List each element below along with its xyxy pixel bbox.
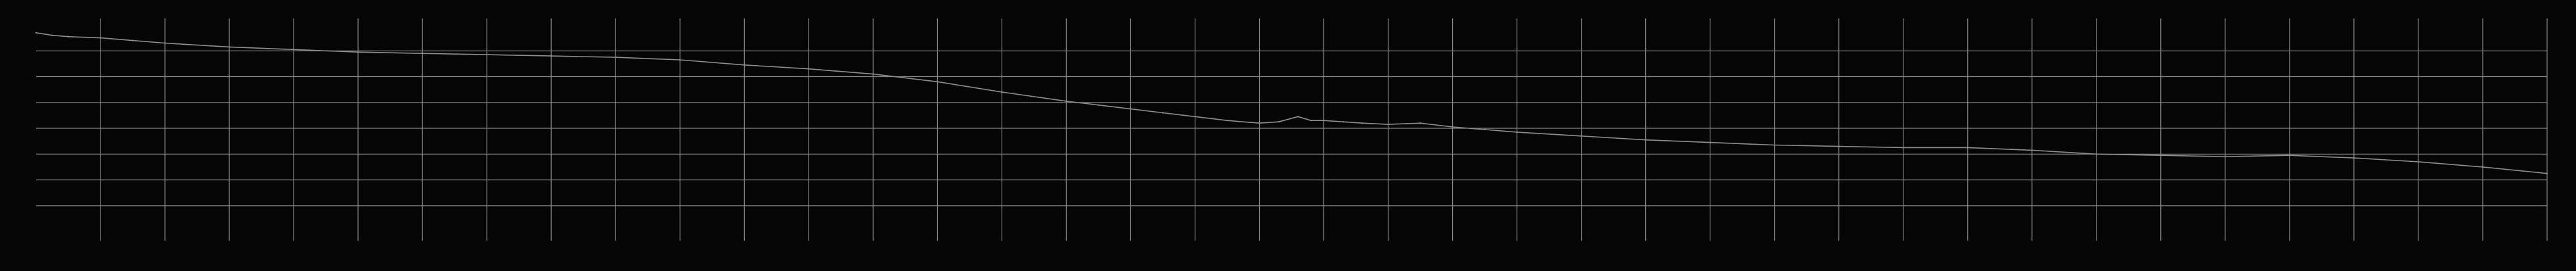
data-point xyxy=(937,81,939,83)
data-point xyxy=(164,42,166,44)
data-point xyxy=(1194,116,1196,118)
data-point xyxy=(1323,120,1325,122)
data-point xyxy=(67,36,70,37)
data-point xyxy=(1645,139,1647,141)
data-point xyxy=(1297,116,1299,118)
data-point xyxy=(1258,122,1260,124)
data-point xyxy=(1001,91,1003,93)
data-point xyxy=(35,32,37,34)
data-point xyxy=(2481,166,2484,168)
data-point xyxy=(2546,172,2548,174)
data-point xyxy=(550,55,552,57)
data-point xyxy=(228,46,231,48)
data-point xyxy=(1362,122,1364,124)
data-point xyxy=(1162,112,1164,114)
data-point xyxy=(1065,100,1067,102)
data-point xyxy=(872,73,874,75)
data-point xyxy=(292,49,295,51)
data-point xyxy=(422,53,424,55)
data-point xyxy=(2288,155,2291,157)
series-layer xyxy=(35,32,2548,174)
data-point xyxy=(2353,157,2355,159)
data-point xyxy=(679,59,681,61)
data-point xyxy=(1342,121,1344,123)
data-point xyxy=(1709,141,1711,143)
data-point xyxy=(2031,149,2033,151)
grid-layer xyxy=(36,18,2548,241)
data-point xyxy=(2160,155,2162,157)
data-point xyxy=(357,51,359,53)
data-point xyxy=(486,53,488,56)
data-point xyxy=(808,68,810,70)
data-point xyxy=(1387,123,1389,126)
data-point xyxy=(1277,121,1280,123)
data-point xyxy=(1098,104,1099,106)
data-point xyxy=(744,64,745,66)
data-point xyxy=(1130,108,1132,110)
data-point xyxy=(2224,156,2227,158)
data-point xyxy=(1310,120,1312,122)
data-point xyxy=(1838,145,1840,147)
data-point xyxy=(1226,120,1228,122)
data-point xyxy=(615,56,617,59)
data-point xyxy=(2417,160,2420,163)
data-point xyxy=(51,34,53,36)
data-point xyxy=(1966,147,1968,149)
data-point xyxy=(1484,128,1486,131)
data-point xyxy=(2095,153,2097,155)
data-point xyxy=(1902,147,1904,149)
data-point xyxy=(1419,122,1421,124)
series-line xyxy=(35,32,2548,174)
data-point xyxy=(1516,131,1518,134)
data-point xyxy=(131,39,134,41)
data-point xyxy=(1452,126,1454,128)
data-point xyxy=(1773,144,1775,146)
data-point xyxy=(1580,135,1582,137)
data-point xyxy=(99,37,102,39)
